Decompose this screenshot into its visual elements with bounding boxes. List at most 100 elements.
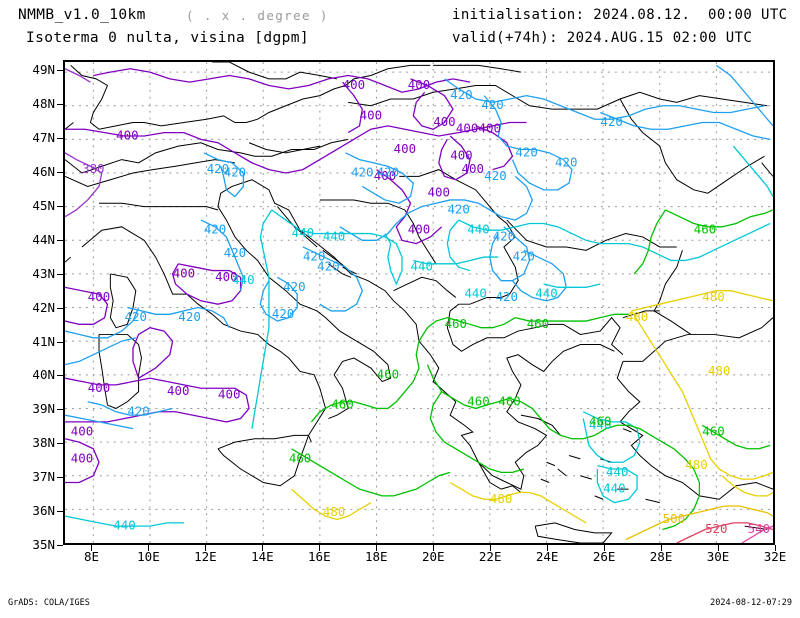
x-axis-tick-mark <box>718 545 720 551</box>
contour-line-480 <box>631 290 773 312</box>
y-axis-tick-mark <box>57 443 63 445</box>
coastline-path <box>568 455 581 460</box>
contour-line-460 <box>665 209 773 228</box>
contour-line-460 <box>441 391 550 430</box>
contour-label: 400 <box>360 107 382 122</box>
x-axis-tick-label: 20E <box>421 549 445 564</box>
y-axis-tick-mark <box>57 104 63 106</box>
contour-label: 480 <box>323 504 345 519</box>
contour-label: 440 <box>606 464 628 479</box>
contour-label: 480 <box>685 457 707 472</box>
coastline-path <box>99 202 219 211</box>
y-axis-tick-label: 46N <box>32 163 55 179</box>
coastline-path <box>319 199 437 265</box>
coastline-path <box>393 276 457 298</box>
contour-line-420 <box>715 64 773 127</box>
x-axis-tick-mark <box>604 545 606 551</box>
contour-line-480 <box>721 475 773 497</box>
contour-label: 400 <box>71 450 93 465</box>
y-axis-tick-mark <box>57 171 63 173</box>
y-axis-tick-mark <box>57 545 63 546</box>
contour-label: 400 <box>116 127 138 142</box>
field-name-label: Isoterma 0 nulta, visina [dgpm] <box>26 30 310 46</box>
contour-label: 460 <box>377 366 399 381</box>
contour-label: 460 <box>289 450 311 465</box>
contour-label: 400 <box>343 77 365 92</box>
coastline-path <box>212 62 337 80</box>
contour-map-plot-area: 380 400 400 400 400 400 400 400 400 400 400 400 400 4… <box>63 60 775 545</box>
contour-label: 440 <box>603 481 625 496</box>
coastline-path <box>520 414 561 436</box>
contour-line-440 <box>271 209 403 286</box>
contour-label: 420 <box>484 168 506 183</box>
coastline-path <box>594 495 604 500</box>
y-axis-tick-mark <box>57 138 63 139</box>
x-axis-tick-mark <box>148 545 150 551</box>
y-axis-tick-mark <box>57 273 63 275</box>
contour-label: 520 <box>705 521 727 536</box>
contour-line-420 <box>345 152 415 204</box>
y-axis-tick-label: 36N <box>32 503 55 519</box>
contour-label: 420 <box>496 289 518 304</box>
contour-label: 440 <box>467 222 489 237</box>
contour-line-440 <box>543 283 601 288</box>
contour-label: 400 <box>374 168 396 183</box>
coastline-path <box>540 478 550 483</box>
coastline-path <box>622 310 660 319</box>
contour-line-400 <box>438 135 471 181</box>
x-axis-tick-label: 22E <box>478 549 502 564</box>
contour-line-440 <box>259 209 273 278</box>
contour-line-420 <box>65 337 136 366</box>
contour-label: 420 <box>224 164 246 179</box>
contour-label: 540 <box>748 521 770 536</box>
coastline-path <box>478 462 522 493</box>
contour-line-480 <box>630 310 773 480</box>
contour-line-420 <box>200 219 245 291</box>
y-axis-tick-label: 38N <box>32 435 55 451</box>
coastline-path <box>546 461 556 467</box>
coastline-path <box>251 179 457 403</box>
contour-label: 420 <box>272 306 294 321</box>
contour-line-500 <box>625 505 773 541</box>
contour-line-420 <box>65 414 134 430</box>
contour-line-440 <box>596 465 638 504</box>
contour-label: 420 <box>125 309 147 324</box>
contour-line-420 <box>259 276 298 322</box>
x-axis-tick-mark <box>661 545 663 551</box>
x-axis-tick-label: 16E <box>308 549 331 564</box>
contour-label: 440 <box>535 286 557 301</box>
contour-label: 500 <box>663 511 685 526</box>
x-axis-tick-mark <box>376 545 378 551</box>
coastline-path <box>217 179 392 419</box>
contour-line-400 <box>65 286 109 325</box>
x-axis-tick-mark <box>205 545 207 551</box>
contour-line-480 <box>291 488 372 521</box>
contour-label: 480 <box>708 363 730 378</box>
y-axis-tick-label: 48N <box>32 96 55 112</box>
contour-line-440 <box>732 145 773 197</box>
y-axis-tick-label: 41N <box>32 333 55 349</box>
contour-label: 440 <box>113 518 135 533</box>
contour-label: 400 <box>433 114 455 129</box>
contour-line-400 <box>410 78 454 130</box>
model-name-label: NMMB_v1.0_10km <box>18 7 146 23</box>
x-axis-tick-label: 12E <box>194 549 217 564</box>
contour-line-420 <box>127 306 230 329</box>
contour-label: 400 <box>173 265 195 280</box>
geography-outlines <box>65 62 773 543</box>
coastline-path <box>70 64 431 130</box>
contour-line-440 <box>458 219 771 262</box>
contour-line-480 <box>449 481 587 524</box>
contour-label: 420 <box>515 144 537 159</box>
contour-label: 420 <box>600 114 622 129</box>
x-axis-tick-label: 14E <box>251 549 274 564</box>
x-axis-tick-label: 30E <box>706 549 730 564</box>
contour-label: 460 <box>498 393 520 408</box>
coastline-path <box>534 522 613 543</box>
contour-label: 420 <box>317 259 339 274</box>
y-axis-tick-mark <box>57 70 63 72</box>
contour-label: 420 <box>127 403 149 418</box>
coastline-path <box>328 263 352 278</box>
y-axis-tick-label: 40N <box>32 367 55 383</box>
